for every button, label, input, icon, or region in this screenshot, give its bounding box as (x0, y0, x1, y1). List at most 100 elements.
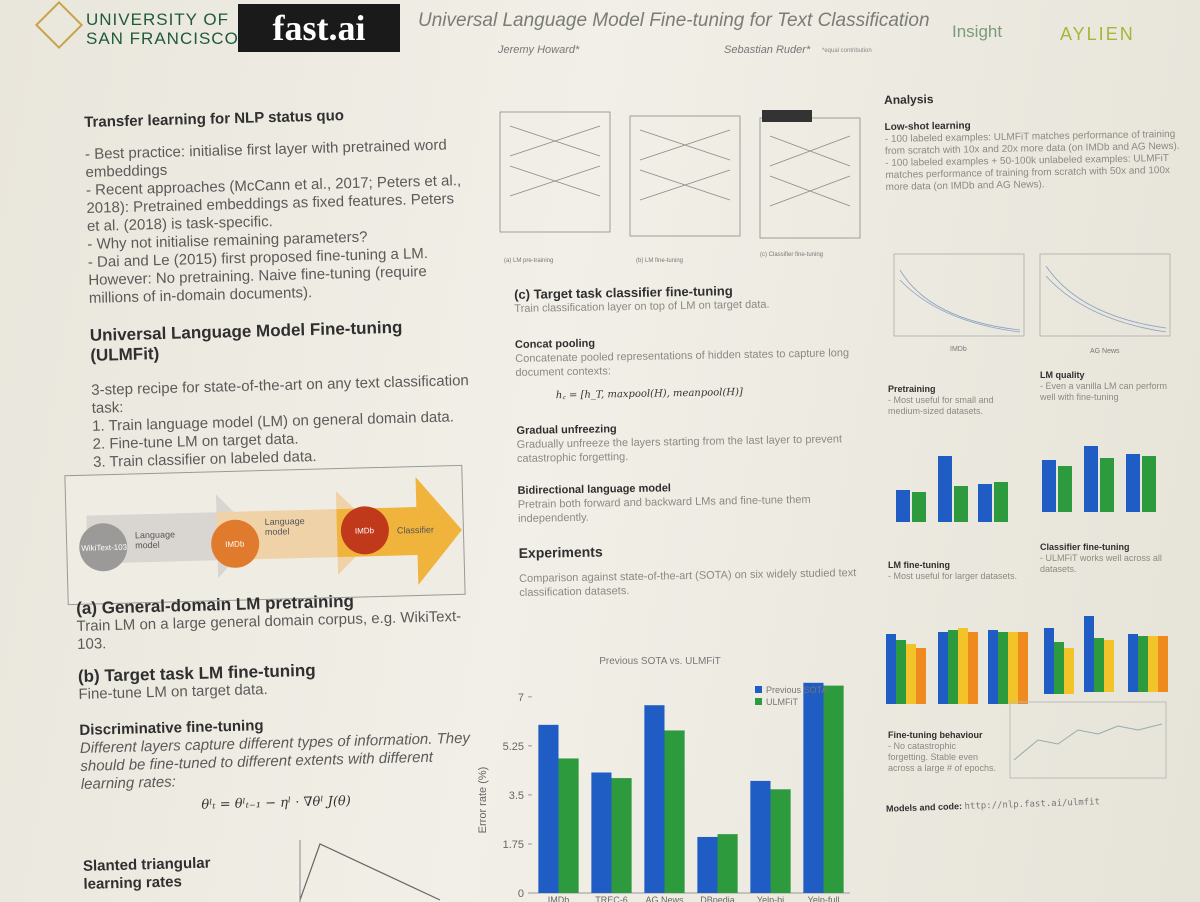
bar-decor (1148, 636, 1158, 692)
network (499, 111, 611, 233)
pipeline-diagram: WikiText-103 Language model IMDb Languag… (64, 464, 466, 606)
formula: h꜀ = [h_T, maxpool(H), meanpool(H)] (555, 387, 743, 402)
bar-decor (886, 634, 896, 704)
classifier-head (762, 110, 812, 122)
section-heading: Pretraining (888, 384, 936, 394)
section-heading: LM fine-tuning (888, 560, 950, 570)
x-tick-label: TREC-6 (595, 895, 628, 902)
x-tick-label: IMDb (548, 895, 570, 902)
poster-title: Universal Language Model Fine-tuning for… (418, 10, 930, 31)
bar-decor (998, 632, 1008, 704)
bar (803, 682, 824, 893)
sota-chart: Previous SOTA vs. ULMFiT Error rate (%) … (477, 656, 850, 902)
legend-label: ULMFiT (766, 697, 798, 707)
bar-decor (1054, 642, 1064, 694)
bar-decor (896, 640, 906, 704)
section-heading: Fine-tuning behaviour (888, 730, 983, 740)
bar (664, 730, 685, 893)
bar (558, 758, 579, 893)
ablation-bars (896, 446, 1156, 522)
insight-logo: Insight (952, 22, 1003, 41)
plot-frame (893, 253, 1025, 337)
university-line: SAN FRANCISCO (86, 29, 239, 48)
y-tick-label: 0 (518, 888, 524, 900)
section-heading: Experiments (518, 543, 603, 561)
bar-decor (1084, 446, 1098, 512)
bar (750, 780, 771, 893)
bar-decor (1064, 648, 1074, 694)
bar-decor (1142, 456, 1156, 512)
bar-decor (948, 630, 958, 704)
bar-decor (954, 486, 968, 522)
bar (644, 705, 665, 893)
code-line: Models and code: http://nlp.fast.ai/ulmf… (886, 796, 1100, 814)
node (340, 506, 389, 555)
fastai-logo: fast.ai (238, 4, 400, 52)
plot-label: IMDb (950, 346, 967, 353)
behaviour-plot (1009, 701, 1167, 779)
bar-decor (968, 632, 978, 704)
author: Sebastian Ruder* (724, 44, 811, 56)
node (79, 523, 128, 572)
node-label: Language model (134, 529, 176, 551)
figure-caption: (a) LM pre-training (504, 258, 554, 264)
figure-caption: (b) LM fine-tuning (636, 258, 684, 264)
left-column: Transfer learning for NLP status quo - B… (84, 104, 473, 472)
university-line: UNIVERSITY OF (86, 10, 230, 29)
behaviour-block: Fine-tuning behaviour - No catastrophic … (888, 730, 998, 774)
node-label: Classifier (396, 524, 435, 536)
legend-swatch (755, 686, 762, 693)
bar-decor (1158, 636, 1168, 692)
stlr-plot (299, 840, 441, 902)
y-tick-label: 7 (518, 692, 524, 704)
node-label: IMDb (354, 526, 375, 536)
paragraph: Gradually unfreeze the layers starting f… (516, 433, 843, 465)
section-heading: LM quality (1040, 370, 1085, 380)
section-heading: Analysis (883, 92, 934, 107)
author: Jeremy Howard* (498, 44, 580, 56)
paragraph: Different layers capture different types… (79, 729, 471, 793)
bar-decor (958, 628, 968, 704)
x-tick-label: AG News (645, 895, 684, 902)
legend-label: Previous SOTA (766, 685, 827, 695)
architecture-figure (499, 110, 861, 239)
paragraph: - No catastrophic forgetting. Stable eve… (888, 741, 997, 773)
bar-decor (1044, 628, 1054, 694)
pretraining-block: Pretraining - Most useful for small and … (888, 384, 1018, 417)
code-label: Models and code: (885, 801, 963, 814)
lmquality-block: LM quality - Even a vanilla LM can perfo… (1040, 370, 1170, 403)
bar-decor (1128, 634, 1138, 692)
lmft-block: LM fine-tuning - Most useful for larger … (888, 560, 1018, 582)
plot-frame (1039, 253, 1171, 337)
bar-decor (896, 490, 910, 522)
bar-decor (1126, 454, 1140, 512)
bar-decor (1042, 460, 1056, 512)
bar-decor (938, 456, 952, 522)
arrow (86, 494, 258, 579)
node (211, 519, 260, 568)
paragraph: - Most useful for larger datasets. (888, 571, 1018, 581)
clfft-block: Classifier fine-tuning - ULMFiT works we… (1040, 542, 1170, 575)
code-url: http://nlp.fast.ai/ulmfit (964, 797, 1101, 812)
x-tick-label: Yelp-full (808, 895, 840, 902)
section-heading: Classifier fine-tuning (1040, 542, 1130, 552)
bar-decor (1058, 466, 1072, 512)
university: UNIVERSITY OF SAN FRANCISCO (86, 10, 239, 48)
aylien-logo: AYLIEN (1060, 24, 1135, 44)
formula: θˡₜ = θˡₜ₋₁ − ηˡ · ∇θˡ J(θ) (201, 793, 352, 813)
bar (611, 778, 632, 893)
bar-decor (988, 630, 998, 704)
plot-frame (1009, 701, 1167, 779)
node-label: WikiText-103 (81, 542, 128, 553)
bar-decor (938, 632, 948, 704)
x-tick-label: Yelp-bi (757, 895, 784, 902)
section-heading: Universal Language Model Fine-tuning (UL… (89, 317, 403, 365)
x-tick-label: DBpedia (700, 895, 735, 902)
paragraph: Comparison against state-of-the-art (SOT… (518, 567, 857, 599)
node-label: IMDb (225, 539, 245, 550)
middle-column: (c) Target task classifier fine-tuning T… (514, 282, 859, 600)
section-heading: Slanted triangular learning rates (82, 854, 211, 893)
bar (538, 724, 559, 893)
bar-decor (1104, 640, 1114, 692)
curve (1013, 723, 1163, 761)
